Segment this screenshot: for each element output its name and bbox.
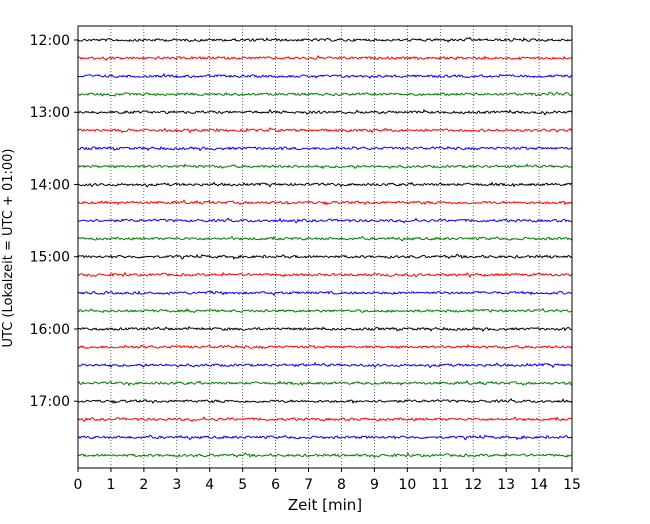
- seismic-trace: [77, 325, 573, 332]
- y-tick-label: 14:00: [30, 177, 70, 193]
- seismic-trace: [77, 416, 573, 423]
- seismic-trace: [77, 253, 573, 260]
- y-tick-label: 15:00: [30, 250, 70, 266]
- x-tick-label: 9: [370, 477, 379, 493]
- seismic-trace: [77, 452, 573, 458]
- seismic-trace: [77, 36, 573, 43]
- x-tick-label: 12: [464, 477, 482, 493]
- plot-frame: [77, 25, 573, 469]
- seismic-trace: [77, 145, 573, 152]
- seismic-trace: [77, 398, 573, 405]
- seismic-trace: [77, 307, 573, 314]
- seismic-trace: [77, 91, 573, 97]
- x-axis-ticks: 0 1 2 3 4 5 6 7 8 9 10 11 12 13 14 15: [74, 468, 581, 493]
- x-tick-label: 10: [398, 477, 416, 493]
- seismic-trace: [77, 379, 573, 387]
- x-tick-label: 0: [74, 477, 83, 493]
- y-tick-label: 16:00: [30, 322, 70, 338]
- y-axis-label: UTC (Lokalzeit = UTC + 01:00): [1, 149, 16, 348]
- x-tick-label: 6: [271, 477, 280, 493]
- seismic-trace: [77, 108, 573, 116]
- x-tick-label: 4: [205, 477, 214, 493]
- seismic-trace: [77, 235, 573, 242]
- seismic-trace: [77, 199, 573, 206]
- x-tick-label: 11: [431, 477, 449, 493]
- seismic-trace: [77, 361, 573, 369]
- seismic-trace: [77, 434, 573, 441]
- seismic-trace: [77, 217, 573, 224]
- seismic-trace: [77, 55, 573, 62]
- x-tick-label: 3: [172, 477, 181, 493]
- y-tick-label: 13:00: [30, 105, 70, 121]
- seismic-trace: [77, 181, 573, 188]
- y-tick-label: 12:00: [30, 33, 70, 49]
- x-tick-label: 13: [497, 477, 515, 493]
- x-tick-label: 7: [304, 477, 313, 493]
- y-axis-ticks: 12:00 13:00 14:00 15:00 16:00 17:00: [30, 33, 78, 410]
- x-tick-label: 1: [106, 477, 115, 493]
- seismic-trace: [77, 127, 573, 134]
- seismic-traces: [77, 36, 573, 458]
- seismic-trace: [77, 271, 573, 279]
- seismic-trace: [77, 163, 573, 170]
- x-tick-label: 8: [337, 477, 346, 493]
- x-tick-label: 2: [139, 477, 148, 493]
- x-tick-label: 14: [530, 477, 548, 493]
- x-tick-label: 15: [563, 477, 581, 493]
- seismic-trace: [77, 72, 573, 80]
- x-tick-label: 5: [238, 477, 247, 493]
- y-tick-label: 17:00: [30, 394, 70, 410]
- seismic-trace: [77, 344, 573, 350]
- seismic-trace: [77, 290, 573, 297]
- x-axis-label: Zeit [min]: [288, 496, 362, 514]
